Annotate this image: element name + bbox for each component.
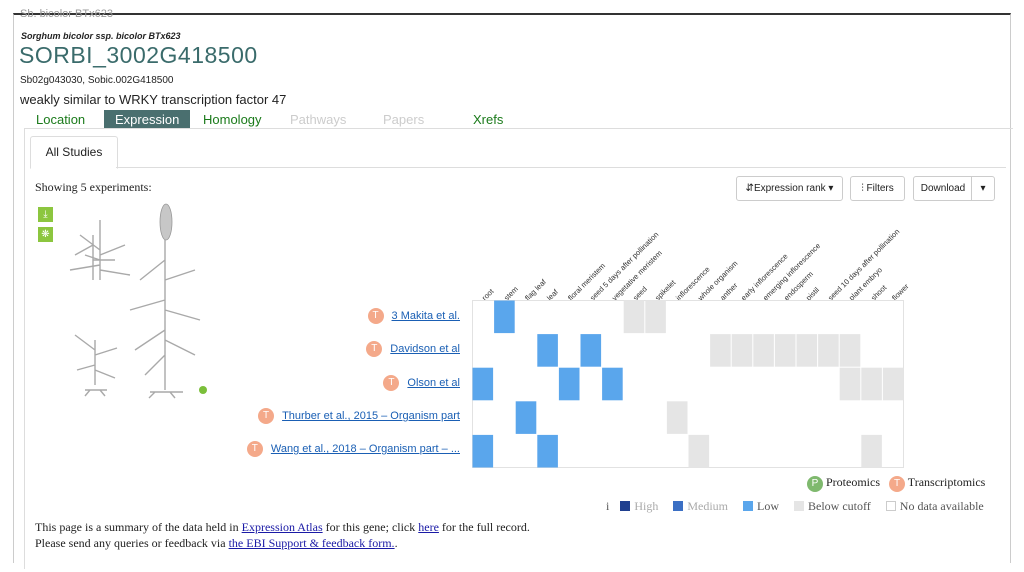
no-data-swatch <box>885 501 896 511</box>
experiment-link[interactable]: Thurber et al., 2015 – Organism part <box>282 409 460 422</box>
heatmap-cell[interactable] <box>710 334 731 367</box>
heatmap-cell[interactable] <box>580 334 602 367</box>
heatmap-cell[interactable] <box>537 434 558 468</box>
tab-location[interactable]: Location <box>36 112 86 127</box>
medium-swatch <box>673 501 684 511</box>
below-cutoff-label: Below cutoff <box>808 499 871 513</box>
page-frame <box>13 13 1011 563</box>
below-cutoff-swatch <box>794 501 805 511</box>
experiment-link[interactable]: Wang et al., 2018 – Organism part – ... <box>270 442 460 455</box>
footer-text: This page is a summary of the data held … <box>35 520 242 534</box>
heatmap-cell[interactable] <box>472 367 494 401</box>
heatmap-cell[interactable] <box>818 334 839 367</box>
page-title: SORBI_3002G418500 <box>19 42 258 68</box>
heatmap-cell[interactable] <box>645 300 666 334</box>
filters-button[interactable]: ⫶ Filters <box>850 176 905 201</box>
heatmap-cell[interactable] <box>882 367 904 401</box>
experiment-row-label[interactable]: T Wang et al., 2018 – Organism part – ... <box>246 441 460 457</box>
tab-pathways: Pathways <box>290 112 347 127</box>
transcriptomics-label: Transcriptomics <box>907 475 986 489</box>
tab-homology[interactable]: Homology <box>203 112 262 127</box>
heatmap-cell[interactable] <box>796 334 818 367</box>
legend-experiment-types: P Proteomics T Transcriptomics <box>807 475 985 492</box>
heatmap-cell[interactable] <box>602 367 623 401</box>
footer-text: . <box>394 536 398 550</box>
gene-description: weakly similar to WRKY transcription fac… <box>20 92 287 107</box>
high-swatch <box>620 501 631 511</box>
heatmap-cell[interactable] <box>861 434 882 468</box>
full-record-link[interactable]: here <box>418 520 439 534</box>
experiment-link[interactable]: Olson et al <box>407 376 460 389</box>
experiments-count: Showing 5 experiments: <box>35 180 152 194</box>
gene-synonyms: Sb02g043030, Sobic.002G418500 <box>20 75 174 86</box>
heatmap-frame <box>472 300 904 468</box>
heatmap-cell[interactable] <box>731 334 753 367</box>
footer-text: for this gene; click <box>322 520 419 534</box>
footer-line-1: This page is a summary of the data held … <box>35 520 530 535</box>
heatmap-cell[interactable] <box>753 334 774 367</box>
heatmap-cell[interactable] <box>558 367 580 401</box>
caret-down-icon: ▾ <box>980 183 986 194</box>
expression-rank-button[interactable]: ⇵Expression rank ▾ <box>736 176 843 201</box>
filters-label: Filters <box>866 183 894 194</box>
transcriptomics-badge: T <box>383 375 400 391</box>
heatmap-cell[interactable] <box>839 334 861 367</box>
transcriptomics-badge: T <box>366 341 383 357</box>
low-label: Low <box>757 499 780 513</box>
filter-icon: ⫶ <box>861 183 864 194</box>
expression-heatmap <box>472 300 904 468</box>
footer-line-2: Please send any queries or feedback via … <box>35 536 398 551</box>
tab-expression[interactable]: Expression <box>104 110 191 129</box>
proteomics-badge: P <box>807 476 823 492</box>
proteomics-label: Proteomics <box>826 475 880 489</box>
experiment-row-label[interactable]: T Davidson et al <box>366 341 460 357</box>
cut-header-text: Sb. bicolor BTx623 <box>20 8 113 20</box>
sorghum-anatomogram <box>69 203 207 399</box>
transcriptomics-badge: T <box>889 476 905 492</box>
heatmap-cell[interactable] <box>666 401 688 434</box>
experiment-link[interactable]: Davidson et al <box>390 342 460 355</box>
tab-papers: Papers <box>383 112 425 127</box>
heatmap-cell[interactable] <box>861 367 882 401</box>
experiment-link[interactable]: 3 Makita et al. <box>391 309 460 322</box>
anatomogram-reset-icon[interactable]: ❋ <box>38 227 53 242</box>
heatmap-cell[interactable] <box>623 300 645 334</box>
anatomogram-download-icon[interactable]: ⤓ <box>38 207 53 222</box>
high-label: High <box>634 499 659 513</box>
subtab-divider <box>116 167 1006 168</box>
no-data-label: No data available <box>899 499 984 513</box>
caret-down-icon: ▾ <box>828 183 834 194</box>
tab-all-studies[interactable]: All Studies <box>30 136 118 169</box>
feedback-form-link[interactable]: the EBI Support & feedback form. <box>228 536 395 550</box>
heatmap-cell[interactable] <box>515 401 537 434</box>
experiment-row-label[interactable]: T Olson et al <box>383 375 460 391</box>
expression-panel <box>24 128 1013 569</box>
transcriptomics-badge: T <box>246 441 263 457</box>
legend-expression-levels: i High Medium Low Below cutoff No data a… <box>606 499 984 514</box>
expression-rank-label: Expression rank <box>753 183 826 194</box>
heatmap-cell[interactable] <box>537 334 558 367</box>
heatmap-cell[interactable] <box>774 334 796 367</box>
sort-icon: ⇵ <box>745 183 754 194</box>
transcriptomics-badge: T <box>367 308 384 324</box>
species-name: Sorghum bicolor ssp. bicolor BTx623 <box>21 31 181 41</box>
heatmap-cell[interactable] <box>472 434 494 468</box>
medium-label: Medium <box>687 499 729 513</box>
experiment-row-label[interactable]: T Thurber et al., 2015 – Organism part <box>258 408 460 424</box>
footer-text: Please send any queries or feedback via <box>35 536 229 550</box>
footer-text: for the full record. <box>438 520 530 534</box>
heatmap-cell[interactable] <box>688 434 710 468</box>
heatmap-cell[interactable] <box>839 367 861 401</box>
info-icon[interactable]: i <box>606 499 610 513</box>
transcriptomics-badge: T <box>258 408 275 424</box>
expression-atlas-link[interactable]: Expression Atlas <box>241 520 323 534</box>
tab-xrefs[interactable]: Xrefs <box>473 112 504 127</box>
download-dropdown-toggle[interactable]: ▾ <box>971 176 995 201</box>
experiment-row-label[interactable]: T 3 Makita et al. <box>367 308 460 324</box>
low-swatch <box>743 501 754 511</box>
download-button[interactable]: Download <box>913 176 973 201</box>
heatmap-cell[interactable] <box>494 300 515 334</box>
